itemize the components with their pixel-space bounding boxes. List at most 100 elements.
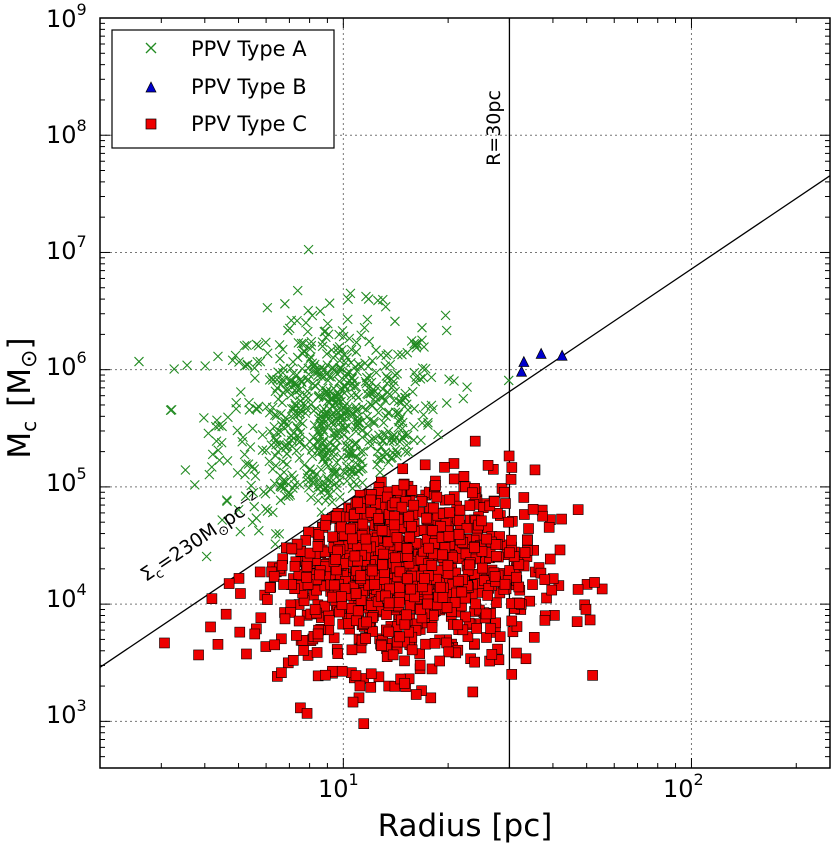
point-type-c [360, 533, 372, 545]
point-type-a [324, 437, 335, 448]
point-type-a [269, 410, 280, 420]
point-type-a [279, 298, 290, 309]
point-type-c [383, 626, 395, 638]
point-type-a [238, 432, 248, 443]
point-type-c [448, 458, 460, 469]
point-type-a [423, 420, 433, 430]
point-type-a [362, 314, 373, 325]
point-type-a [291, 370, 302, 380]
point-type-a [344, 465, 355, 475]
point-type-a [284, 487, 294, 498]
point-type-c [352, 497, 363, 509]
y-tick-label-1e5: 105 [46, 464, 87, 497]
point-type-c [286, 543, 298, 555]
point-type-a [239, 340, 250, 351]
point-type-a [214, 420, 224, 431]
point-type-c [401, 543, 413, 554]
point-type-a [328, 420, 339, 430]
point-type-c [328, 579, 340, 591]
point-type-c [498, 486, 510, 498]
point-type-a [408, 435, 419, 446]
point-type-c [421, 512, 432, 524]
point-type-a [346, 344, 357, 355]
point-type-c [431, 491, 443, 503]
point-type-a [201, 551, 212, 562]
point-type-c [452, 619, 464, 631]
point-type-c [571, 616, 583, 627]
point-type-c [320, 519, 331, 531]
point-type-a [373, 407, 384, 418]
point-type-a [408, 421, 419, 432]
point-type-c [269, 639, 280, 651]
point-type-a [281, 476, 291, 487]
point-type-a [213, 351, 223, 362]
point-type-a [418, 409, 429, 420]
x-tick-label-10: 101 [318, 770, 359, 803]
point-type-a [391, 450, 402, 461]
point-type-a [377, 435, 388, 446]
point-type-a [417, 322, 427, 333]
point-type-c [430, 480, 441, 491]
point-type-a [333, 427, 343, 438]
point-type-a [335, 366, 346, 377]
series-type-c [159, 435, 608, 729]
point-type-b [518, 355, 530, 367]
point-type-c [391, 484, 403, 496]
point-type-c [452, 575, 464, 587]
point-type-a [346, 357, 356, 368]
point-type-a [242, 340, 252, 351]
point-type-a [317, 341, 328, 352]
point-type-c [330, 554, 342, 565]
point-type-c [442, 560, 454, 571]
point-type-a [231, 397, 242, 408]
point-type-a [267, 375, 278, 385]
point-type-c [402, 573, 413, 585]
point-type-c [520, 653, 532, 665]
point-type-a [262, 302, 273, 313]
point-type-a [274, 528, 285, 539]
point-type-a [294, 390, 305, 401]
series-type-b [515, 347, 568, 377]
point-type-a [411, 338, 422, 349]
point-type-a [301, 403, 312, 414]
point-type-a [369, 416, 379, 427]
point-type-c [422, 598, 433, 610]
point-type-a [344, 333, 355, 344]
point-type-c [437, 549, 448, 561]
point-type-c [279, 613, 291, 625]
point-type-a [420, 401, 431, 411]
point-type-a [270, 386, 281, 397]
point-type-c [490, 550, 502, 562]
point-type-c [511, 647, 522, 659]
point-type-c [460, 611, 471, 623]
point-type-a [207, 449, 218, 460]
point-type-c [464, 500, 476, 511]
point-type-c [469, 638, 480, 650]
point-type-a [326, 345, 337, 355]
point-type-c [350, 588, 362, 599]
point-type-c [212, 639, 224, 650]
point-type-c [506, 669, 518, 680]
point-type-a [351, 438, 362, 448]
point-type-a [462, 382, 472, 393]
point-type-c [589, 577, 600, 588]
point-type-a [331, 478, 341, 488]
point-type-a [240, 469, 250, 480]
point-type-c [365, 506, 377, 518]
point-type-a [332, 435, 343, 445]
axis-ticks [99, 17, 830, 769]
point-type-c [347, 533, 358, 545]
point-type-c [223, 578, 235, 589]
point-type-c [255, 612, 267, 624]
point-type-a [355, 417, 365, 428]
point-type-c [427, 525, 439, 536]
point-type-a [334, 389, 345, 400]
point-type-c [373, 513, 384, 524]
point-type-a [292, 315, 302, 326]
point-type-a [411, 342, 422, 353]
point-type-a [418, 372, 429, 383]
point-type-a [282, 448, 292, 459]
point-type-a [257, 445, 268, 455]
point-type-a [397, 423, 408, 434]
point-type-c [434, 581, 446, 593]
